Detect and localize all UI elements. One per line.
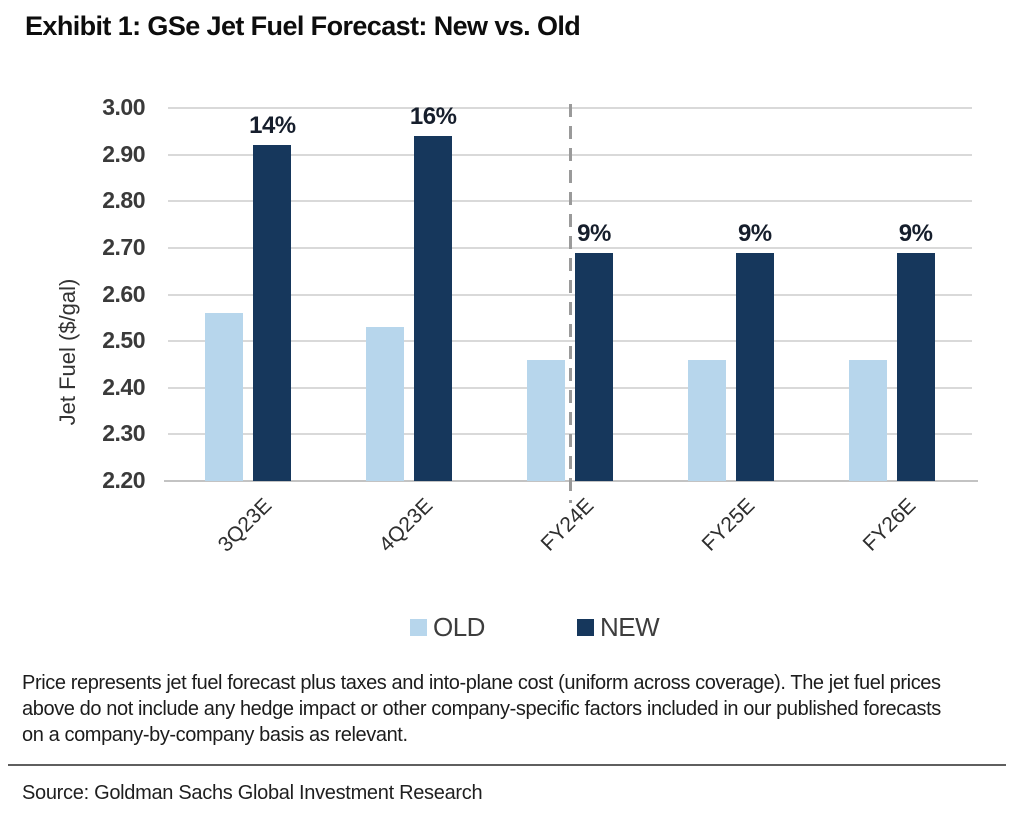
pct-change-label-3Q23E: 14% bbox=[249, 112, 296, 140]
pct-change-label-FY26E: 9% bbox=[898, 219, 933, 247]
legend-swatch-old bbox=[410, 619, 427, 636]
legend-swatch-new bbox=[576, 619, 594, 636]
bar-old-4Q23E bbox=[366, 327, 405, 481]
jet-fuel-chart: Jet Fuel ($/gal) 3.00 2.90 2.80 2.70 2.60 2.5… bbox=[55, 94, 978, 557]
pct-change-label-FY25E: 9% bbox=[737, 219, 772, 247]
bar-new-FY24E bbox=[575, 252, 613, 481]
bar-new-4Q23E bbox=[414, 135, 453, 481]
y-axis-tick-2.70: 2.70 bbox=[102, 233, 145, 260]
x-axis-label-4Q23E: 4Q23E bbox=[374, 494, 438, 557]
y-axis-tick-2.60: 2.60 bbox=[102, 280, 145, 307]
bar-old-3Q23E bbox=[205, 313, 244, 481]
footnote: Price represents jet fuel forecast plus … bbox=[22, 672, 941, 746]
forecast-separator-line bbox=[568, 104, 572, 503]
legend-label-new: NEW bbox=[599, 612, 660, 642]
legend-item-old: OLD bbox=[410, 612, 485, 643]
x-axis-label-FY26E: FY26E bbox=[858, 494, 920, 556]
y-axis-tick-3.00: 3.00 bbox=[102, 94, 145, 120]
bar-old-FY26E bbox=[848, 359, 887, 481]
y-axis-tick-2.90: 2.90 bbox=[102, 140, 145, 167]
bar-new-FY25E bbox=[735, 252, 774, 481]
y-axis-tick-2.50: 2.50 bbox=[102, 327, 145, 354]
bar-old-FY24E bbox=[527, 359, 565, 481]
legend-item-new: NEW bbox=[576, 612, 660, 643]
pct-change-label-FY24E: 9% bbox=[577, 219, 611, 247]
x-axis-label-3Q23E: 3Q23E bbox=[214, 494, 277, 557]
chart-legend: OLD NEW bbox=[410, 612, 660, 643]
x-axis-label-FY25E: FY25E bbox=[697, 494, 760, 556]
y-axis-tick-2.30: 2.30 bbox=[102, 420, 145, 447]
bar-new-3Q23E bbox=[253, 145, 292, 481]
exhibit-title: Exhibit 1: GSe Jet Fuel Forecast: New vs… bbox=[25, 11, 581, 41]
y-axis-tick-2.20: 2.20 bbox=[102, 467, 145, 493]
y-axis-tick-2.40: 2.40 bbox=[102, 373, 145, 400]
divider-rule bbox=[8, 764, 1006, 766]
bar-old-FY25E bbox=[687, 359, 726, 481]
y-axis-title: Jet Fuel ($/gal) bbox=[55, 278, 80, 426]
source-line: Source: Goldman Sachs Global Investment … bbox=[22, 782, 483, 804]
x-axis-label-FY24E: FY24E bbox=[536, 494, 599, 556]
pct-change-label-4Q23E: 16% bbox=[409, 102, 457, 130]
bar-new-FY26E bbox=[896, 252, 935, 481]
y-axis-tick-2.80: 2.80 bbox=[102, 187, 145, 214]
legend-label-old: OLD bbox=[433, 612, 485, 642]
